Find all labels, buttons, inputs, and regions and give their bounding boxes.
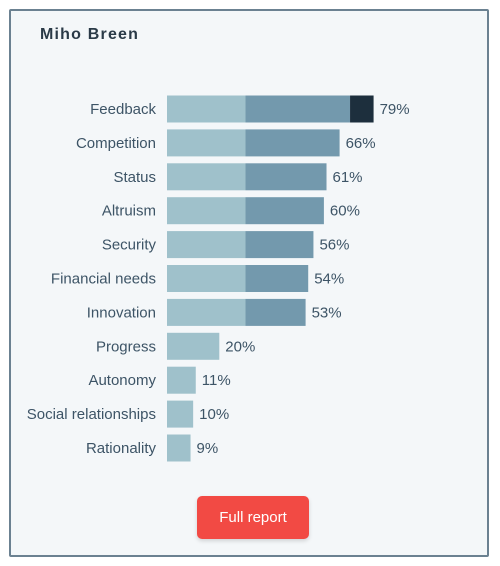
bar-segment-mid: [245, 231, 314, 259]
category-label: Progress: [96, 338, 156, 355]
bar-row-financial-needs: Financial needs 54%: [51, 265, 344, 292]
category-label: Feedback: [90, 101, 156, 118]
bar-segment-low: [167, 298, 246, 326]
value-label: 53%: [312, 304, 342, 321]
bar-segment-mid: [245, 95, 351, 123]
value-label: 54%: [314, 271, 344, 288]
bar-segment-mid: [245, 163, 327, 191]
full-report-button[interactable]: Full report: [197, 496, 309, 539]
value-label: 66%: [346, 135, 376, 152]
bar-segment-low: [167, 332, 220, 360]
bar-segment-low: [167, 366, 196, 394]
value-label: 60%: [330, 203, 360, 220]
category-label: Security: [102, 237, 157, 254]
bar-row-competition: Competition 66%: [76, 129, 376, 157]
category-label: Autonomy: [88, 372, 156, 389]
category-label: Social relationships: [27, 406, 156, 423]
category-label: Altruism: [102, 203, 156, 220]
value-label: 10%: [199, 406, 229, 423]
bar-segment-low: [167, 197, 246, 225]
bar-segment-mid: [245, 265, 309, 292]
category-label: Financial needs: [51, 271, 156, 288]
bar-row-social-relationships: Social relationships 10%: [27, 400, 229, 428]
bar-row-progress: Progress 20%: [96, 332, 255, 360]
bar-row-status: Status 61%: [113, 163, 363, 191]
bar-row-security: Security 56%: [102, 231, 349, 259]
bar-row-altruism: Altruism 60%: [102, 197, 360, 225]
bar-segment-low: [167, 400, 194, 428]
category-label: Innovation: [87, 304, 156, 321]
bar-segment-low: [167, 95, 246, 123]
value-label: 79%: [380, 101, 410, 118]
bar-segment-mid: [245, 197, 324, 225]
bar-segment-mid: [245, 129, 340, 157]
bar-segment-low: [167, 163, 246, 191]
value-label: 9%: [197, 440, 219, 457]
bar-segment-low: [167, 265, 246, 292]
bar-row-rationality: Rationality 9%: [86, 434, 219, 462]
value-label: 20%: [225, 338, 255, 355]
bar-segment-mid: [245, 298, 306, 326]
bar-segment-low: [167, 129, 246, 157]
category-label: Rationality: [86, 440, 157, 457]
bar-row-feedback: Feedback 79%: [90, 95, 410, 123]
card-title: Miho Breen: [40, 26, 140, 43]
bar-row-autonomy: Autonomy 11%: [88, 366, 231, 394]
bar-segment-low: [167, 434, 191, 462]
value-label: 11%: [202, 372, 231, 389]
value-label: 61%: [333, 169, 363, 186]
bar-segment-high: [350, 95, 374, 123]
category-label: Competition: [76, 135, 156, 152]
value-label: 56%: [319, 237, 349, 254]
bar-row-innovation: Innovation 53%: [87, 298, 342, 326]
category-label: Status: [113, 169, 156, 186]
bar-segment-low: [167, 231, 246, 259]
